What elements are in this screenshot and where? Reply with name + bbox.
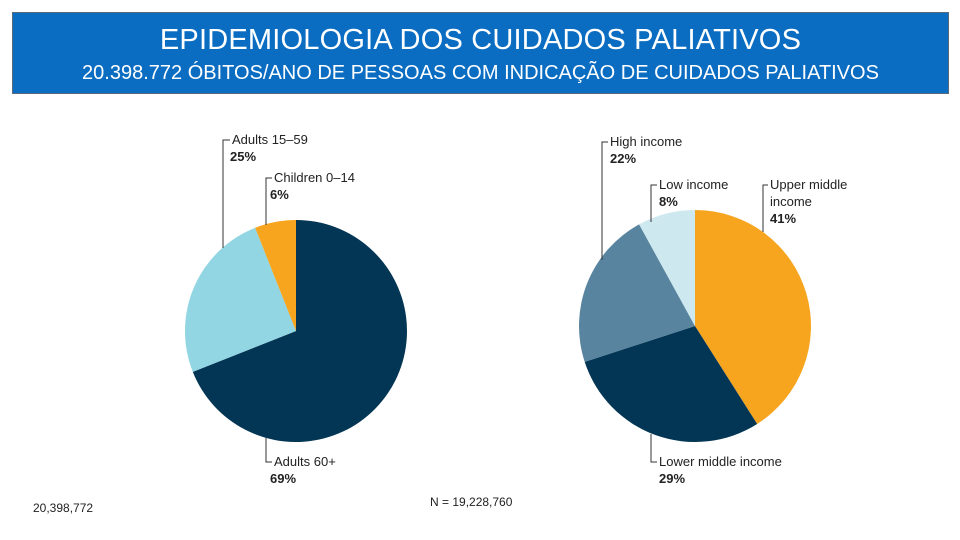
pie-slice-low-income (639, 210, 695, 326)
label-lower-middle-income: Lower middle income (659, 454, 782, 469)
legend-adults-60-plus: Adults 60+ 69% (265, 438, 336, 486)
pct-upper-middle-income: 41% (770, 211, 796, 226)
pct-children-0-14: 6% (270, 187, 289, 202)
legend-lower-middle-income: Lower middle income 29% (650, 434, 782, 486)
pct-high-income: 22% (610, 151, 636, 166)
legend-children-0-14: Children 0–14 6% (265, 170, 355, 225)
pie-slice-children-0-14 (255, 220, 296, 331)
label-adults-15-59: Adults 15–59 (232, 132, 308, 147)
pct-adults-15-59: 25% (230, 149, 256, 164)
label-upper-middle-income-line1: Upper middle (770, 177, 847, 192)
title-banner: EPIDEMIOLOGIA DOS CUIDADOS PALIATIVOS 20… (12, 12, 949, 94)
pie-chart-age (184, 220, 407, 443)
pie-slice-adults-15-59 (184, 227, 296, 372)
right-total-note: N = 19,228,760 (430, 495, 513, 509)
pie-slice-adults-60 (192, 220, 407, 443)
label-upper-middle-income-line2: income (770, 194, 812, 209)
legend-low-income: Low income 8% (650, 177, 728, 222)
pie-slice-upper-middle-income (695, 209, 812, 424)
page-subtitle: 20.398.772 ÓBITOS/ANO DE PESSOAS COM IND… (82, 62, 879, 84)
left-total-note: 20,398,772 (33, 501, 93, 515)
legend-high-income: High income 22% (601, 134, 682, 260)
label-adults-60-plus: Adults 60+ (274, 454, 336, 469)
pct-adults-60-plus: 69% (270, 471, 296, 486)
pie-chart-income (579, 209, 812, 442)
label-high-income: High income (610, 134, 682, 149)
page-title: EPIDEMIOLOGIA DOS CUIDADOS PALIATIVOS (159, 24, 802, 56)
pct-lower-middle-income: 29% (659, 471, 685, 486)
label-children-0-14: Children 0–14 (274, 170, 355, 185)
pie-slice-lower-middle-income (584, 326, 758, 442)
label-low-income: Low income (659, 177, 728, 192)
pct-low-income: 8% (659, 194, 678, 209)
legend-upper-middle-income: Upper middle income 41% (762, 177, 847, 232)
legend-adults-15-59: Adults 15–59 25% (222, 132, 308, 248)
pie-slice-high-income (579, 224, 695, 362)
